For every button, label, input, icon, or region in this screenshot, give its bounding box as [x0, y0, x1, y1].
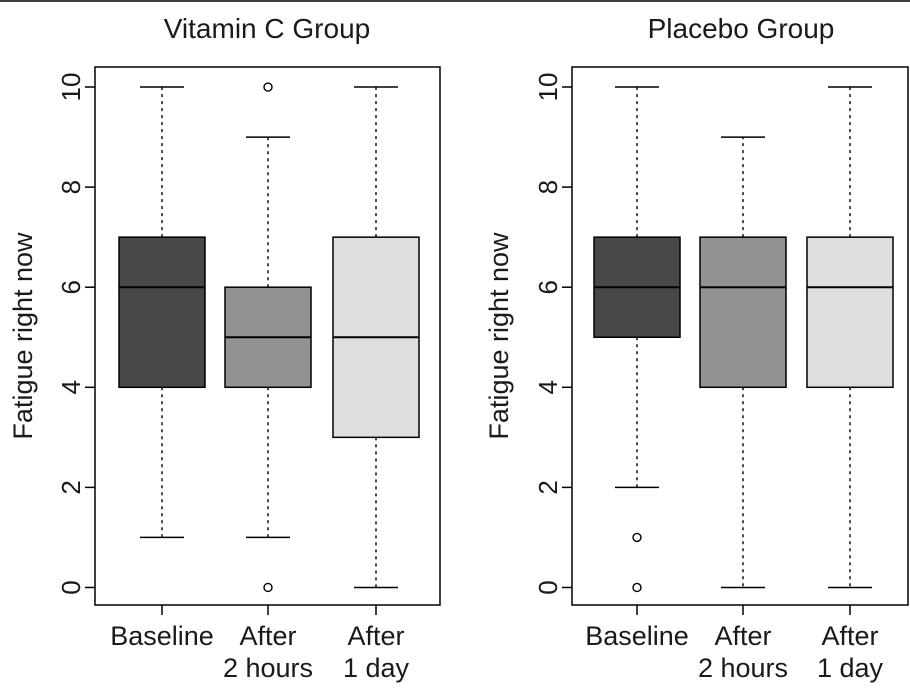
outlier-point [263, 582, 273, 593]
outlier-point [632, 532, 642, 543]
y-axis-label: Fatigue right now [8, 232, 38, 440]
y-tick-label: 2 [56, 480, 86, 494]
y-tick-label: 2 [533, 480, 563, 494]
x-tick-label: 2 hours [698, 653, 788, 683]
y-tick-label: 0 [56, 580, 86, 594]
outlier-point [263, 82, 273, 92]
panel-title: Placebo Group [648, 13, 835, 44]
y-tick-label: 4 [56, 380, 86, 394]
x-tick-label: After [714, 621, 771, 651]
panel-title: Vitamin C Group [164, 13, 370, 44]
box [699, 236, 787, 389]
x-tick-label: 1 day [343, 653, 410, 683]
y-tick-label: 10 [533, 73, 563, 102]
plot-frame [571, 66, 909, 606]
outlier-point [632, 582, 642, 593]
x-tick-label: Baseline [585, 621, 689, 651]
box [806, 236, 894, 389]
y-tick-label: 10 [56, 73, 86, 102]
x-tick-label: Baseline [110, 621, 214, 651]
y-tick-label: 8 [56, 180, 86, 194]
y-tick-label: 4 [533, 380, 563, 394]
y-axis-label: Fatigue right now [484, 232, 514, 440]
x-tick-label: 1 day [817, 653, 884, 683]
y-tick-label: 6 [56, 280, 86, 294]
x-tick-label: After [347, 621, 404, 651]
x-tick-label: After [821, 621, 878, 651]
x-tick-label: After [239, 621, 296, 651]
y-tick-label: 6 [533, 280, 563, 294]
x-tick-label: 2 hours [223, 653, 313, 683]
box [118, 236, 206, 389]
y-tick-label: 0 [533, 580, 563, 594]
y-tick-label: 8 [533, 180, 563, 194]
